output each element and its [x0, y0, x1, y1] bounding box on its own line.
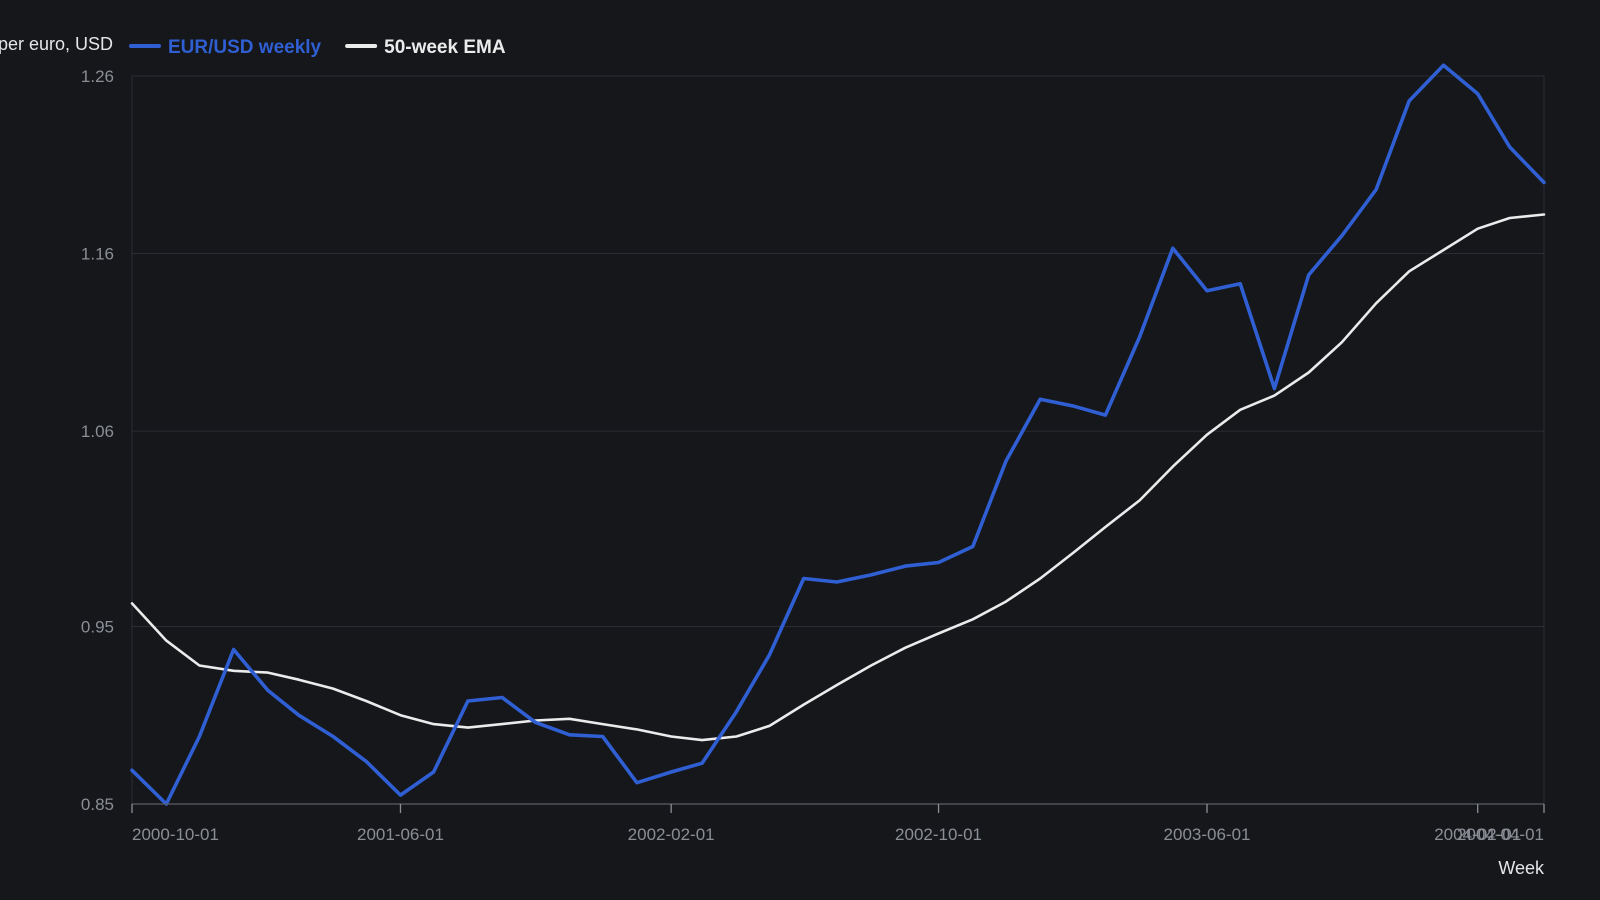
legend: EUR/USD weekly 50-week EMA — [129, 37, 506, 58]
x-tick-label: 2000-10-01 — [132, 825, 219, 844]
series-layer — [130, 63, 1546, 806]
y-tick-label: 0.85 — [81, 795, 114, 814]
y-tick-label: 1.16 — [81, 245, 114, 264]
series-line-50-week-ema — [130, 213, 1546, 742]
legend-label: 50-week EMA — [384, 37, 506, 58]
x-axis-ticks: 2000-10-01 2001-06-01 2002-02-01 2002-10-01… — [131, 804, 1545, 844]
plot-frame — [131, 75, 1545, 805]
x-tick-label: 2004-04-01 — [1457, 825, 1544, 844]
x-axis-title: Week — [1498, 858, 1545, 878]
y-tick-label: 1.06 — [81, 422, 114, 441]
legend-label: EUR/USD weekly — [168, 37, 322, 58]
y-axis-title: per euro, USD — [0, 34, 113, 54]
x-tick-label: 2001-06-01 — [357, 825, 444, 844]
y-tick-label: 1.26 — [81, 67, 114, 86]
series-line-eur-usd-weekly — [130, 63, 1546, 806]
y-axis-ticks: 0.85 0.95 1.06 1.16 1.26 — [81, 67, 114, 814]
y-tick-label: 0.95 — [81, 617, 114, 636]
x-tick-label: 2002-02-01 — [628, 825, 715, 844]
x-tick-label: 2003-06-01 — [1164, 825, 1251, 844]
x-tick-label: 2004-02-01 — [1434, 825, 1521, 844]
x-tick-label: 2002-10-01 — [895, 825, 982, 844]
